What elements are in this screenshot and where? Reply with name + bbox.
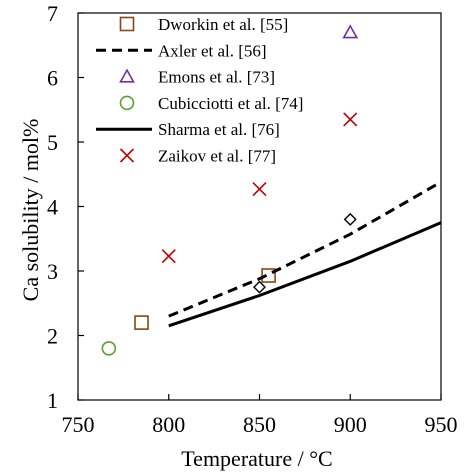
y-tick-label: 3: [47, 259, 58, 284]
legend-label: Zaikov et al. [77]: [158, 147, 276, 166]
x-tick-label: 900: [334, 412, 367, 437]
x-tick-label: 850: [243, 412, 276, 437]
data-point-circle: [101, 341, 117, 356]
y-tick-label: 4: [47, 195, 58, 220]
legend-entry: Emons et al. [73]: [119, 68, 275, 87]
legend-marker-square: [119, 16, 135, 32]
data-point-triangle: [342, 24, 359, 39]
legend-entry: Cubicciotti et al. [74]: [119, 94, 303, 113]
data-point-square: [261, 268, 276, 283]
x-tick-label: 950: [425, 412, 458, 437]
legend-label: Axler et al. [56]: [158, 41, 267, 60]
data-point-diamond: [343, 212, 357, 226]
legend-marker-triangle: [119, 68, 135, 83]
legend-label: Sharma et al. [76]: [158, 120, 280, 139]
data-point-diamond: [253, 280, 266, 294]
series-line-1: [168, 180, 442, 318]
y-tick-label: 5: [47, 130, 58, 155]
x-tick-label: 750: [62, 412, 95, 437]
legend-label: Emons et al. [73]: [158, 68, 275, 87]
legend-entry: Axler et al. [56]: [96, 41, 267, 60]
series-line-4: [168, 221, 442, 328]
axes: [77, 12, 442, 401]
plot-area: [101, 24, 442, 356]
legend-entry: Zaikov et al. [77]: [119, 147, 276, 166]
legend-entry: Sharma et al. [76]: [96, 120, 280, 139]
tick-labels: 750 800 850 900 950 1 2 3 4 5 6 7: [47, 1, 458, 437]
y-tick-label: 2: [47, 324, 58, 349]
legend-entry: Dworkin et al. [55]: [119, 15, 288, 34]
data-point-square: [134, 315, 149, 330]
y-tick-label: 1: [47, 388, 58, 413]
y-tick-label: 7: [47, 1, 58, 26]
legend-marker-circle: [119, 95, 135, 111]
y-tick-label: 6: [47, 66, 58, 91]
legend-label: Dworkin et al. [55]: [158, 15, 288, 34]
x-axis-label: Temperature / °C: [181, 446, 332, 471]
legend-marker-cross: [119, 148, 135, 163]
legend: Dworkin et al. [55] Axler et al. [56] Emon…: [96, 15, 303, 166]
data-point-cross: [343, 112, 358, 127]
x-tick-label: 800: [152, 412, 185, 437]
legend-label: Cubicciotti et al. [74]: [158, 94, 303, 113]
data-point-cross: [252, 182, 267, 197]
y-axis-label: Ca solubility / mol%: [18, 119, 43, 302]
data-point-cross: [161, 249, 176, 264]
